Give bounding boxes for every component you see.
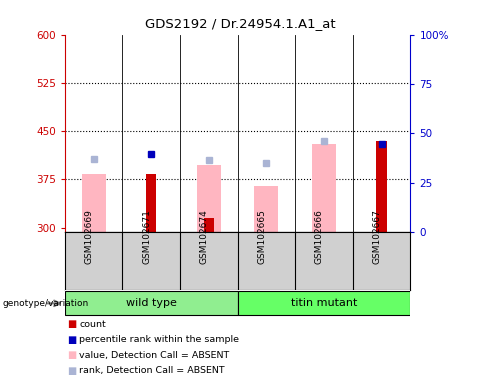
Bar <box>376 141 387 232</box>
Text: count: count <box>79 320 106 329</box>
Text: GSM102674: GSM102674 <box>200 210 209 264</box>
Bar <box>146 174 156 232</box>
Bar <box>204 218 214 232</box>
Bar <box>254 186 278 232</box>
Text: GSM102666: GSM102666 <box>315 210 324 264</box>
Text: GSM102665: GSM102665 <box>257 210 266 264</box>
Text: rank, Detection Call = ABSENT: rank, Detection Call = ABSENT <box>79 366 225 375</box>
Text: GDS2192 / Dr.24954.1.A1_at: GDS2192 / Dr.24954.1.A1_at <box>144 17 336 30</box>
Text: percentile rank within the sample: percentile rank within the sample <box>79 335 239 344</box>
Text: GSM102669: GSM102669 <box>84 210 94 264</box>
Text: ■: ■ <box>67 366 76 376</box>
Text: wild type: wild type <box>126 298 177 308</box>
Bar <box>82 174 106 232</box>
Text: ■: ■ <box>67 335 76 345</box>
Text: GSM102671: GSM102671 <box>142 210 151 264</box>
Text: ■: ■ <box>67 319 76 329</box>
Text: ■: ■ <box>67 350 76 360</box>
Bar <box>65 291 238 316</box>
Text: value, Detection Call = ABSENT: value, Detection Call = ABSENT <box>79 351 229 360</box>
Bar <box>197 165 221 232</box>
Bar <box>312 144 336 232</box>
Text: titin mutant: titin mutant <box>291 298 357 308</box>
Bar <box>238 291 410 316</box>
Text: genotype/variation: genotype/variation <box>2 299 89 308</box>
Text: GSM102667: GSM102667 <box>372 210 382 264</box>
